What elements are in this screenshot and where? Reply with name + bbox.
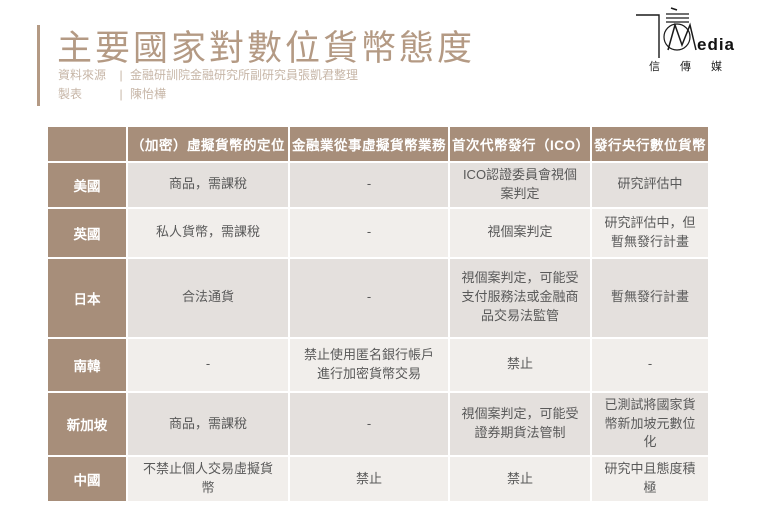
cmedia-logo: edia 信傳媒 xyxy=(633,6,753,78)
table-cell: 視個案判定，可能受支付服務法或金融商品交易法監管 xyxy=(450,258,590,337)
cmedia-logo-mark: edia xyxy=(636,7,735,58)
table-cell: 禁止 xyxy=(450,457,590,501)
column-header: 首次代幣發行（ICO） xyxy=(450,127,590,161)
column-header: 發行央行數位貨幣 xyxy=(592,127,708,161)
country-cell: 新加坡 xyxy=(48,392,126,456)
table-row: 中國 不禁止個人交易虛擬貨幣 禁止 禁止 研究中且態度積極 xyxy=(48,457,708,501)
source-value: 金融研訓院金融研究所副研究員張凱君整理 xyxy=(130,68,359,82)
table-cell: 研究評估中 xyxy=(592,163,708,207)
country-cell: 南韓 xyxy=(48,338,126,391)
table-cell: 禁止 xyxy=(450,338,590,391)
table-cell: 不禁止個人交易虛擬貨幣 xyxy=(128,457,288,501)
table-cell: 暫無發行計畫 xyxy=(592,258,708,337)
country-cell: 美國 xyxy=(48,163,126,207)
source-label: 資料來源 xyxy=(58,68,107,82)
country-cell: 中國 xyxy=(48,457,126,501)
table-row: 南韓 - 禁止使用匿名銀行帳戶進行加密貨幣交易 禁止 - xyxy=(48,338,708,391)
table-row: 美國 商品，需課稅 - ICO認證委員會視個案判定 研究評估中 xyxy=(48,163,708,207)
table-cell: 視個案判定，可能受證券期貨法管制 xyxy=(450,392,590,456)
table-cell: 私人貨幣，需課稅 xyxy=(128,208,288,257)
table-head-row: （加密）虛擬貨幣的定位 金融業從事虛擬貨幣業務 首次代幣發行（ICO） 發行央行數位貨… xyxy=(48,127,708,161)
author-value: 陳怡樺 xyxy=(130,87,167,101)
table-cell: - xyxy=(290,258,448,337)
column-header: （加密）虛擬貨幣的定位 xyxy=(128,127,288,161)
table-cell: 已測試將國家貨幣新加坡元數位化 xyxy=(592,392,708,456)
country-cell: 英國 xyxy=(48,208,126,257)
source-divider: | xyxy=(119,68,123,82)
table-row: 英國 私人貨幣，需課稅 - 視個案判定 研究評估中，但暫無發行計畫 xyxy=(48,208,708,257)
logo-text-edia: edia xyxy=(697,35,735,54)
table-cell: - xyxy=(592,338,708,391)
country-cell: 日本 xyxy=(48,258,126,337)
table-cell: 禁止 xyxy=(290,457,448,501)
table-cell: 商品，需課稅 xyxy=(128,163,288,207)
table-body: 美國 商品，需課稅 - ICO認證委員會視個案判定 研究評估中 英國 私人貨幣，需課稅 - 視個… xyxy=(48,163,708,501)
table-cell: - xyxy=(290,208,448,257)
column-header: 金融業從事虛擬貨幣業務 xyxy=(290,127,448,161)
corner-cell xyxy=(48,127,126,161)
table-cell: - xyxy=(290,392,448,456)
page-title: 主要國家對數位貨幣態度 xyxy=(57,29,476,68)
source-block: 資料來源 | 金融研訓院金融研究所副研究員張凱君整理 製表 | 陳怡樺 xyxy=(58,66,358,104)
table-cell: 合法通貨 xyxy=(128,258,288,337)
table-cell: 研究評估中，但暫無發行計畫 xyxy=(592,208,708,257)
table-cell: ICO認證委員會視個案判定 xyxy=(450,163,590,207)
table-row: 新加坡 商品，需課稅 - 視個案判定，可能受證券期貨法管制 已測試將國家貨幣新加坡元數位… xyxy=(48,392,708,456)
title-accent-bar xyxy=(37,25,40,106)
table-cell: 禁止使用匿名銀行帳戶進行加密貨幣交易 xyxy=(290,338,448,391)
logo-chinese-name: 信傳媒 xyxy=(649,61,742,73)
author-label: 製表 xyxy=(58,87,83,101)
table-cell: - xyxy=(290,163,448,207)
table-cell: 商品，需課稅 xyxy=(128,392,288,456)
author-divider: | xyxy=(119,87,123,101)
table-cell: 視個案判定 xyxy=(450,208,590,257)
table-cell: - xyxy=(128,338,288,391)
table-row: 日本 合法通貨 - 視個案判定，可能受支付服務法或金融商品交易法監管 暫無發行計畫 xyxy=(48,258,708,337)
country-attitude-table: （加密）虛擬貨幣的定位 金融業從事虛擬貨幣業務 首次代幣發行（ICO） 發行央行數位貨… xyxy=(46,125,710,503)
table-cell: 研究中且態度積極 xyxy=(592,457,708,501)
